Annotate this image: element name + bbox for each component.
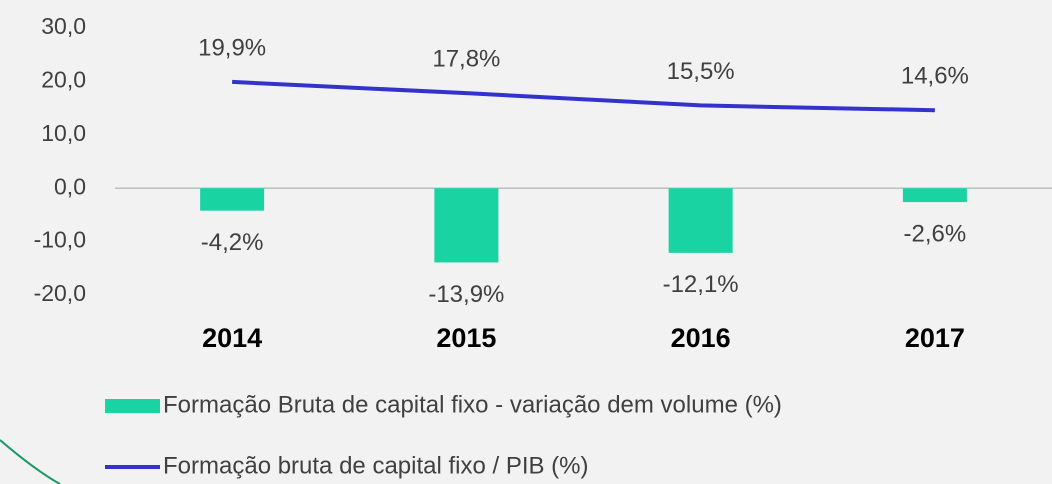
data-label: 15,5% — [667, 58, 735, 85]
bar — [902, 188, 967, 203]
bar — [434, 188, 499, 263]
y-tick-label: 20,0 — [41, 66, 86, 92]
data-label: -13,9% — [428, 281, 504, 308]
y-tick-label: -20,0 — [34, 280, 86, 306]
x-tick-label: 2014 — [202, 323, 262, 353]
bar — [668, 188, 733, 253]
x-tick-label: 2017 — [905, 323, 965, 353]
y-tick-label: 10,0 — [41, 120, 86, 146]
legend-label: Formação bruta de capital fixo / PIB (%) — [163, 452, 589, 479]
legend-swatch — [105, 399, 160, 413]
data-label: 19,9% — [198, 34, 266, 61]
decoration-arc — [0, 439, 61, 484]
legend-label: Formação Bruta de capital fixo - variaçã… — [163, 391, 782, 418]
data-label: -12,1% — [663, 271, 739, 298]
data-label: -4,2% — [201, 229, 264, 256]
x-tick-label: 2016 — [671, 323, 731, 353]
y-tick-label: -10,0 — [34, 227, 86, 253]
data-label: -2,6% — [904, 220, 967, 247]
bar — [200, 188, 265, 211]
line — [232, 79, 935, 113]
y-tick-label: 30,0 — [41, 13, 86, 39]
data-label: 14,6% — [901, 63, 969, 90]
data-label: 17,8% — [432, 45, 500, 72]
x-tick-label: 2015 — [436, 323, 496, 353]
y-tick-label: 0,0 — [54, 173, 86, 199]
